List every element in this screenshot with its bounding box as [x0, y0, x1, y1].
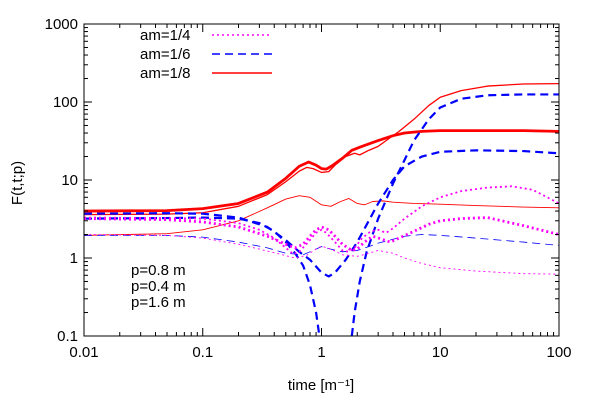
x-axis-title: time [m⁻¹] — [288, 377, 354, 394]
y-axis-title: F(t,t;p) — [9, 161, 26, 205]
series-line-am-1-6-5 — [84, 149, 559, 278]
x-tick-label: 0.1 — [192, 344, 213, 361]
legend-label-am-1-6: am=1/6 — [140, 46, 190, 63]
annotation-p-1-6: p=1.6 m — [131, 294, 186, 311]
y-tick-label: 100 — [53, 94, 78, 111]
y-tick-label: 1 — [70, 250, 78, 267]
x-tick-label: 10 — [432, 344, 449, 361]
annotation-p-0-4: p=0.4 m — [131, 278, 186, 295]
y-tick-label: 10 — [61, 172, 78, 189]
series-line-am-1-8-0 — [84, 129, 559, 213]
series-line-am-1-4-8 — [84, 185, 559, 256]
legend-label-am-1-4: am=1/4 — [140, 27, 190, 44]
series-line-am-1-6-6 — [84, 234, 559, 256]
annotation-p-0-8: p=0.8 m — [131, 262, 186, 279]
series-line-am-1-8-2 — [84, 195, 559, 236]
x-tick-label: 0.01 — [69, 344, 98, 361]
x-tick-label: 100 — [546, 344, 571, 361]
ticks-layer — [83, 23, 560, 337]
annotations: p=0.8 m p=0.4 m p=1.6 m — [131, 262, 186, 311]
legend-label-am-1-8: am=1/8 — [140, 65, 190, 82]
series-line-am-1-4-9 — [84, 234, 559, 275]
series-line-am-1-8-1 — [84, 82, 559, 216]
legend: am=1/4 am=1/6 am=1/8 — [140, 27, 272, 82]
x-tick-label: 1 — [317, 344, 325, 361]
series-layer — [84, 82, 559, 336]
series-line-am-1-6-4 — [350, 93, 559, 336]
y-tick-label: 0.1 — [57, 328, 78, 345]
y-tick-label: 1000 — [45, 16, 78, 33]
